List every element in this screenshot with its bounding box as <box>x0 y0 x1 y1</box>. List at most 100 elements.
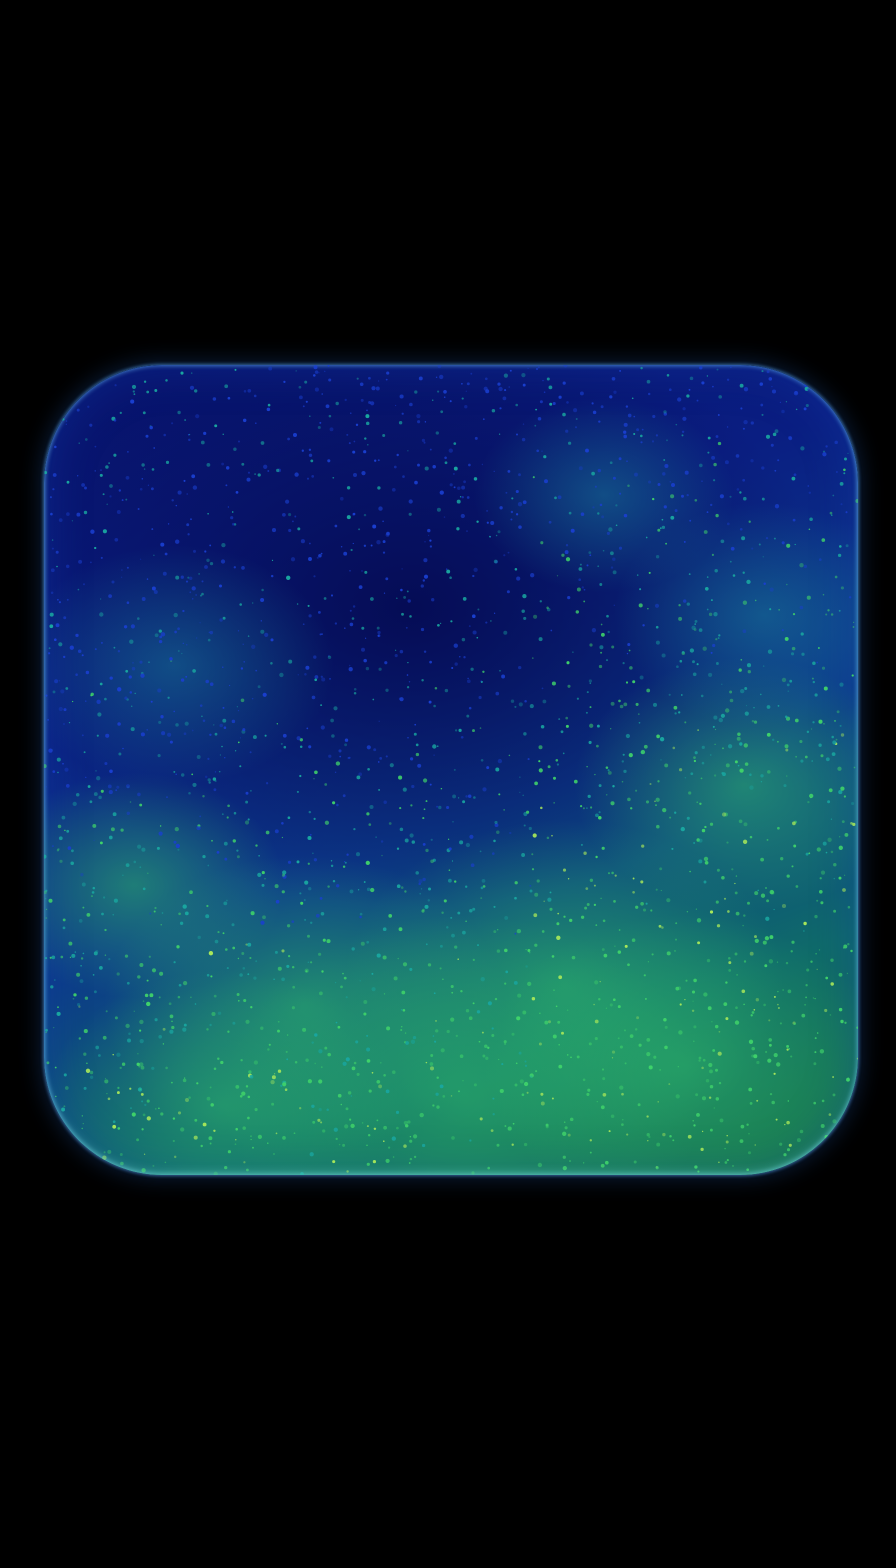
particle <box>296 860 300 864</box>
particle <box>464 405 468 409</box>
particle <box>516 1016 521 1021</box>
particle <box>420 584 424 588</box>
particle <box>177 410 181 415</box>
particle <box>596 744 599 748</box>
particle <box>84 996 89 1000</box>
particle <box>484 377 488 381</box>
particle <box>389 763 394 768</box>
particle <box>271 528 277 533</box>
particle <box>287 437 290 441</box>
particle <box>385 532 390 537</box>
particle <box>392 1156 395 1158</box>
particle <box>640 880 644 884</box>
particle <box>219 754 222 756</box>
particle <box>305 1058 309 1062</box>
particle <box>659 867 663 871</box>
particle <box>546 377 550 381</box>
particle <box>576 1055 580 1059</box>
particle <box>455 947 458 949</box>
particle <box>581 586 584 589</box>
particle <box>58 836 63 841</box>
particle <box>185 580 189 583</box>
particle <box>427 534 430 537</box>
particle <box>102 493 105 496</box>
particle <box>90 694 93 697</box>
particle <box>782 989 784 991</box>
particle <box>345 1057 350 1062</box>
particle <box>50 568 55 573</box>
particle <box>149 912 152 915</box>
particle <box>803 930 805 932</box>
particle <box>569 1160 571 1162</box>
particle <box>51 845 54 848</box>
particle <box>223 901 228 906</box>
particle <box>55 1095 57 1098</box>
particle <box>291 965 295 969</box>
particle <box>771 1100 775 1105</box>
particle <box>330 864 334 868</box>
particle <box>332 801 336 805</box>
particle <box>368 1089 372 1093</box>
particle <box>742 629 747 634</box>
particle <box>472 1002 475 1005</box>
particle <box>160 715 164 719</box>
particle <box>191 474 196 479</box>
particle <box>627 797 631 802</box>
particle <box>49 496 52 499</box>
particle <box>304 918 307 921</box>
particle <box>241 1091 246 1096</box>
particle <box>175 575 180 580</box>
particle <box>732 1165 734 1167</box>
particle <box>706 375 709 377</box>
particle <box>318 1107 322 1112</box>
particle <box>175 504 178 507</box>
particle <box>686 910 689 913</box>
particle <box>158 996 161 999</box>
particle <box>222 666 224 668</box>
particle <box>382 551 386 554</box>
particle <box>286 575 291 580</box>
particle <box>344 627 346 629</box>
particle <box>511 497 514 500</box>
haze-blob <box>44 970 404 1175</box>
particle <box>451 860 454 862</box>
particle <box>113 646 116 649</box>
particle <box>427 899 431 902</box>
particle <box>407 737 409 739</box>
particle <box>125 475 130 480</box>
particle <box>490 620 492 622</box>
particle <box>765 1050 768 1054</box>
particle <box>451 933 455 938</box>
particle <box>734 882 736 885</box>
particle <box>314 387 319 392</box>
particle <box>171 1081 173 1084</box>
particle <box>750 459 754 463</box>
particle <box>45 908 48 911</box>
particle <box>775 1118 778 1121</box>
particle <box>505 491 508 494</box>
particle <box>813 1062 817 1066</box>
particle <box>807 388 809 390</box>
particle <box>698 838 703 843</box>
particle <box>745 705 748 707</box>
particle <box>294 1061 298 1064</box>
particle <box>397 957 399 960</box>
particle <box>480 897 483 900</box>
particle <box>833 877 836 880</box>
particle <box>182 1078 187 1083</box>
particle <box>148 955 151 958</box>
particle <box>292 985 296 989</box>
particle <box>542 699 547 704</box>
particle <box>254 1108 258 1112</box>
particle <box>189 576 193 580</box>
particle <box>451 1136 455 1140</box>
particle <box>482 418 485 421</box>
particle <box>253 1060 259 1065</box>
particle <box>612 476 616 480</box>
particle <box>417 420 421 424</box>
particle <box>779 1022 782 1025</box>
particle <box>569 1117 574 1122</box>
particle <box>46 1061 50 1065</box>
particle <box>696 918 702 923</box>
particle <box>191 773 194 776</box>
